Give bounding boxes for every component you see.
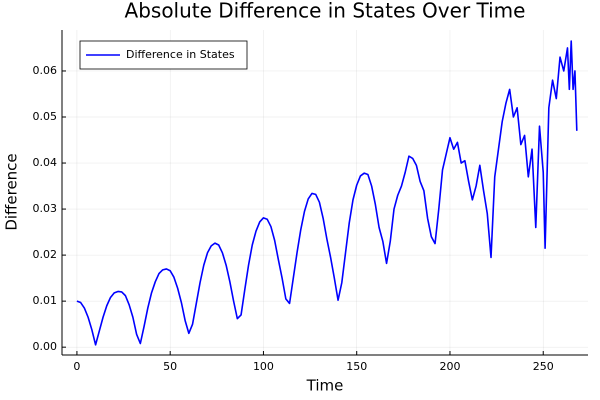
x-tick-label: 250 <box>533 360 554 373</box>
x-axis-label: Time <box>306 377 344 395</box>
y-tick-label: 0.01 <box>33 294 58 307</box>
y-tick-label: 0.02 <box>33 248 58 261</box>
chart-title: Absolute Difference in States Over Time <box>125 0 526 23</box>
x-tick-label: 150 <box>346 360 367 373</box>
y-tick-label: 0.05 <box>33 110 58 123</box>
data-line <box>76 40 578 346</box>
y-tick-label: 0.03 <box>33 202 58 215</box>
legend-label: Difference in States <box>126 48 235 61</box>
x-tick-label: 50 <box>163 360 177 373</box>
y-tick-label: 0.06 <box>33 64 58 77</box>
y-axis-label: Difference <box>3 153 21 230</box>
y-tick-label: 0.00 <box>33 340 58 353</box>
x-tick-label: 200 <box>439 360 460 373</box>
y-tick-label: 0.04 <box>33 156 58 169</box>
x-tick-label: 100 <box>253 360 274 373</box>
x-tick-label: 0 <box>73 360 80 373</box>
